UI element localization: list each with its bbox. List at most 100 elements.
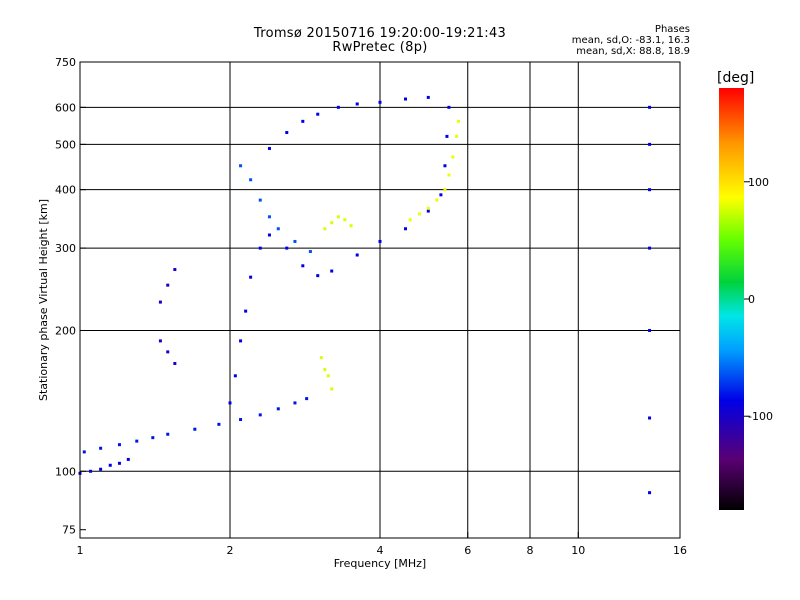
data-point [349, 224, 353, 228]
phase-legend-o: mean, sd,O: -83.1, 16.3 [571, 35, 690, 46]
data-point [293, 401, 297, 405]
phase-legend-heading: Phases [654, 24, 690, 35]
data-point [135, 439, 139, 443]
data-point [355, 253, 359, 257]
data-point [89, 469, 93, 473]
colorbar-tick-label: -100 [748, 410, 773, 423]
data-point [99, 467, 103, 471]
data-point [166, 350, 170, 354]
data-point [319, 356, 323, 360]
data-point [166, 432, 170, 436]
data-point [285, 131, 289, 135]
data-point [330, 269, 334, 273]
data-point [173, 268, 177, 272]
data-point [316, 112, 320, 116]
data-point [417, 212, 421, 216]
colorbar [719, 88, 744, 510]
data-point [228, 401, 232, 405]
data-point [108, 463, 112, 467]
data-point [158, 300, 162, 304]
data-point [336, 215, 340, 219]
data-point [117, 443, 121, 447]
data-point [316, 274, 320, 278]
data-point [648, 188, 652, 192]
data-point [239, 164, 243, 168]
data-point [158, 339, 162, 343]
data-point [82, 450, 86, 454]
data-point [267, 233, 271, 237]
data-point [323, 368, 327, 372]
data-point [301, 264, 305, 268]
data-point [439, 193, 443, 197]
data-point [443, 188, 447, 192]
data-point [343, 218, 347, 222]
data-point [293, 239, 297, 243]
data-point [435, 198, 439, 202]
data-point [249, 178, 253, 182]
data-point [426, 206, 430, 210]
colorbar-tick-label: 100 [748, 176, 769, 189]
colorbar-ticks: -100 0 100 [744, 176, 773, 423]
y-tick-label: 100 [55, 465, 76, 478]
y-tick-label: 500 [55, 138, 76, 151]
data-point [249, 275, 253, 279]
x-tick-label: 1 [77, 544, 84, 557]
data-point [117, 461, 121, 465]
data-point [443, 164, 447, 168]
x-tick-label: 2 [227, 544, 234, 557]
data-point [648, 328, 652, 332]
data-point [455, 134, 459, 138]
data-point [648, 142, 652, 146]
data-point [258, 413, 262, 417]
grid-lines [80, 62, 680, 538]
data-point [308, 250, 312, 254]
data-point [285, 246, 289, 250]
phase-legend-x: mean, sd,X: 88.8, 18.9 [576, 46, 690, 57]
data-points [78, 95, 652, 495]
data-point [451, 155, 455, 159]
y-axis-label: Stationary phase Virtual Height [km] [37, 198, 50, 402]
data-point [239, 339, 243, 343]
data-point [267, 146, 271, 150]
x-tick-label: 10 [571, 544, 585, 557]
y-tick-label: 600 [55, 101, 76, 114]
data-point [648, 491, 652, 495]
data-point [336, 105, 340, 109]
data-point [258, 246, 262, 250]
y-tick-label: 400 [55, 184, 76, 197]
data-point [378, 239, 382, 243]
data-point [217, 422, 221, 426]
data-point [276, 407, 280, 411]
data-point [648, 416, 652, 420]
data-point [355, 102, 359, 106]
data-point [276, 227, 280, 231]
data-point [408, 218, 412, 222]
data-point [447, 105, 451, 109]
data-point [648, 246, 652, 250]
data-point [305, 397, 309, 401]
y-tick-label: 200 [55, 324, 76, 337]
data-point [457, 119, 461, 123]
data-point [126, 457, 130, 461]
data-point [239, 418, 243, 422]
data-point [323, 227, 327, 231]
x-axis-label: Frequency [MHz] [333, 557, 427, 570]
x-tick-label: 8 [527, 544, 534, 557]
data-point [445, 134, 449, 138]
data-point [258, 198, 262, 202]
data-point [301, 119, 305, 123]
data-point [173, 361, 177, 365]
axis-ticks: 1 2 4 6 8 10 16 75 100 200 300 400 500 600 750 [55, 56, 687, 557]
chart-subtitle: RwPretec (8p) [332, 40, 428, 55]
data-point [378, 100, 382, 104]
colorbar-label: [deg] [717, 70, 755, 86]
data-point [330, 221, 334, 225]
data-point [426, 95, 430, 99]
data-point [166, 283, 170, 287]
y-tick-label: 300 [55, 242, 76, 255]
data-point [648, 105, 652, 109]
data-point [426, 209, 430, 213]
y-tick-label: 75 [62, 524, 76, 537]
data-point [244, 309, 248, 313]
